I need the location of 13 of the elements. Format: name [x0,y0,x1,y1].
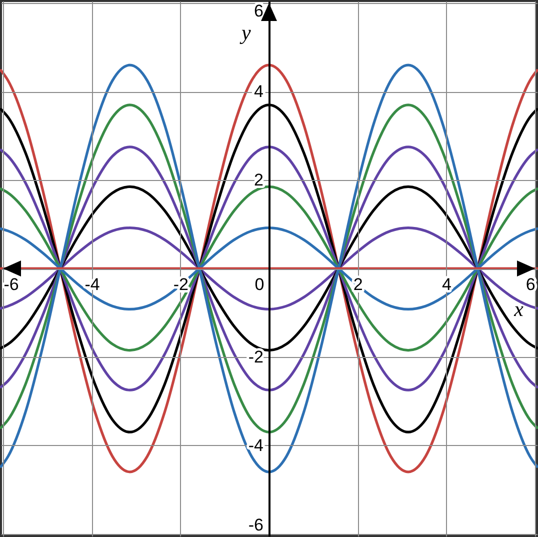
x-tick-label: 0 [254,275,264,294]
y-tick-label: 6 [254,2,264,21]
y-axis-title: y [240,20,252,44]
y-tick-label: 4 [254,82,264,102]
x-tick-label: -4 [84,275,100,294]
x-tick-label: 6 [526,275,536,294]
y-tick-label: -6 [248,515,264,534]
x-tick-label: -6 [4,275,19,294]
y-tick-label: -2 [248,347,264,366]
x-axis-title: x [513,297,524,321]
x-tick-label: 4 [442,275,452,294]
y-tick-label: -4 [248,436,264,455]
y-tick-label: 2 [254,170,264,190]
